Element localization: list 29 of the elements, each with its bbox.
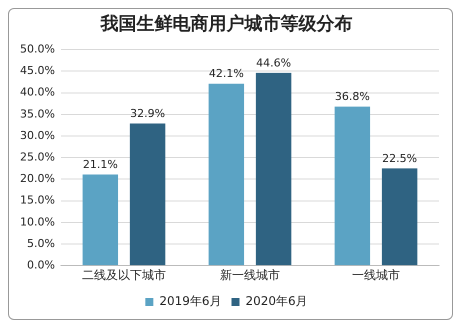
legend-label: 2019年6月 [159, 294, 222, 308]
y-tick-label: 50.0% [20, 42, 55, 56]
y-tick-label: 0.0% [26, 258, 55, 272]
chart-title: 我国生鲜电商用户城市等级分布 [100, 13, 352, 34]
y-tick-label: 40.0% [20, 86, 55, 99]
x-tick-label: 二线及以下城市 [82, 268, 166, 282]
bar [334, 106, 370, 266]
y-tick-label: 20.0% [20, 172, 55, 186]
y-tick-label: 30.0% [20, 128, 55, 142]
legend-label: 2020年6月 [246, 294, 308, 308]
data-label: 21.1% [82, 158, 118, 171]
y-tick-label: 5.0% [26, 236, 55, 250]
data-label: 32.9% [130, 106, 166, 120]
data-label: 42.1% [208, 67, 244, 80]
x-tick-label: 一线城市 [352, 268, 400, 282]
bar [256, 72, 292, 266]
y-tick-label: 35.0% [20, 107, 55, 120]
bar [382, 168, 418, 266]
bar [130, 123, 166, 266]
y-tick-label: 10.0% [20, 215, 55, 228]
y-tick-label: 15.0% [20, 194, 55, 207]
x-tick-label: 新一线城市 [220, 268, 280, 282]
data-label: 44.6% [256, 56, 292, 70]
y-tick-label: 45.0% [20, 64, 55, 78]
bar [208, 84, 244, 266]
data-label: 36.8% [334, 90, 370, 103]
bar [82, 174, 118, 266]
data-label: 22.5% [382, 152, 418, 165]
y-tick-label: 25.0% [20, 150, 55, 164]
